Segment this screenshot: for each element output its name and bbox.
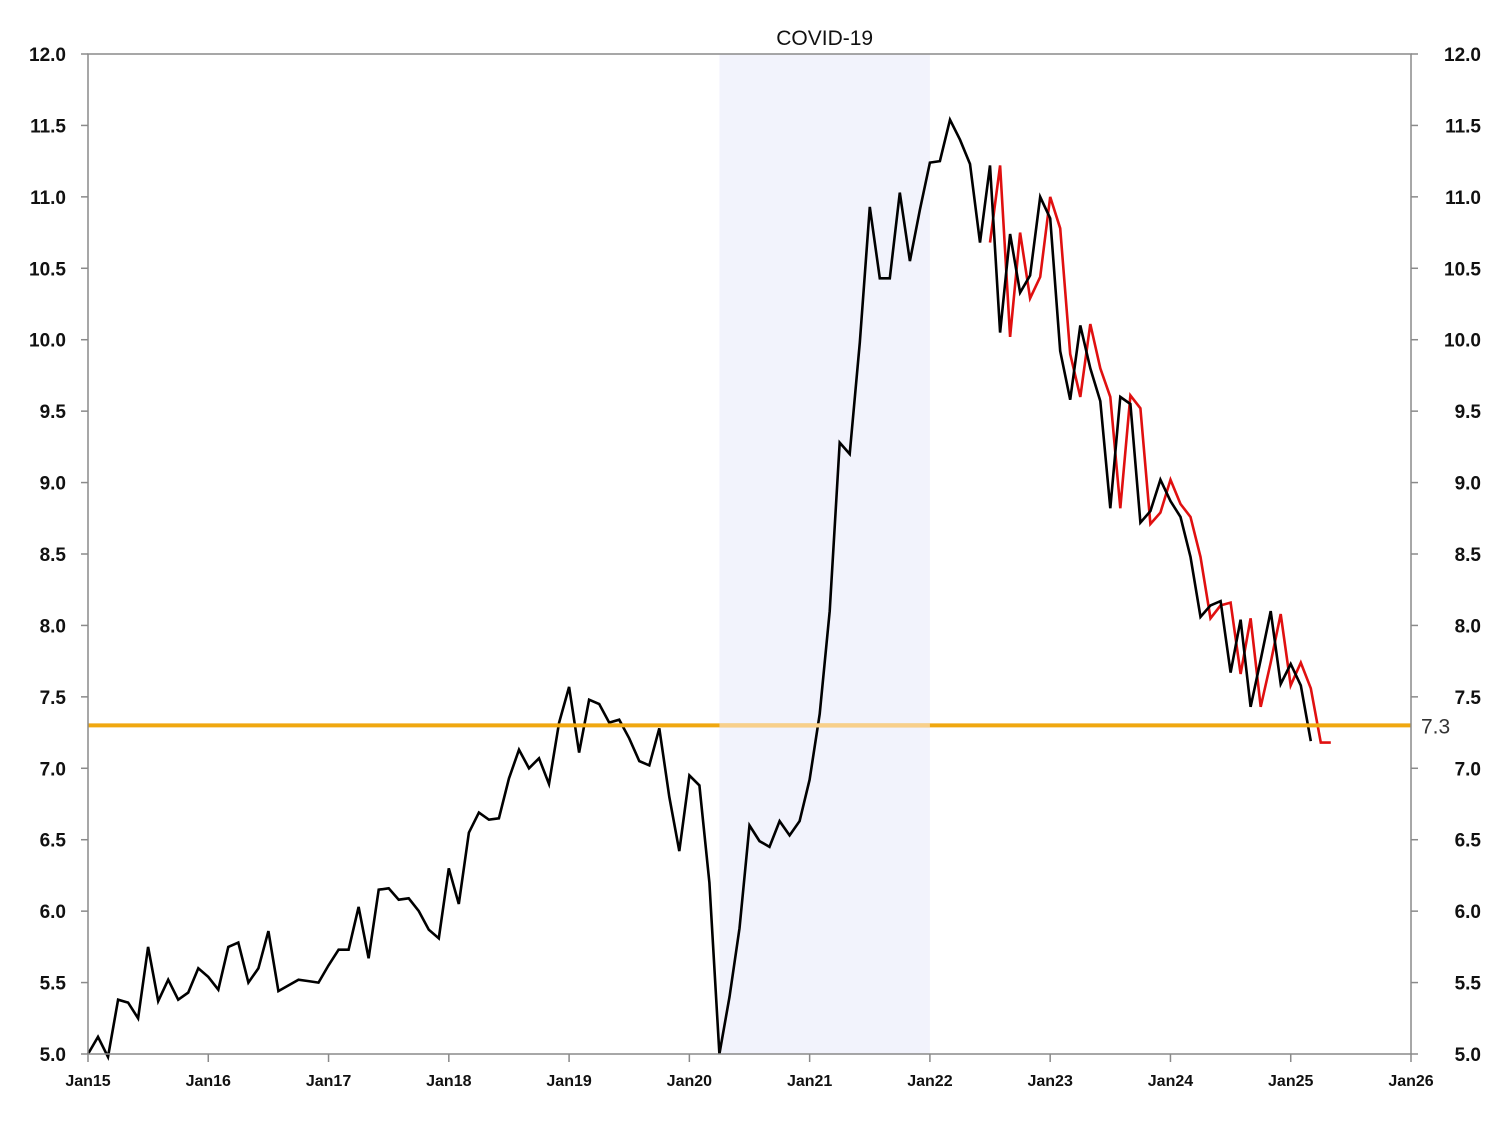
y-tick-label-left: 9.0 (40, 474, 66, 495)
y-tick-label-left: 5.5 (40, 974, 67, 995)
y-tick-label-left: 11.0 (30, 188, 66, 209)
x-tick-label: Jan18 (426, 1073, 471, 1090)
y-axis-right: 5.0 5.5 6.0 6.5 7.0 7.5 8.0 8.5 9.0 9.5 10.0 10.5 11… (1411, 45, 1481, 1066)
y-tick-label-left: 10.0 (29, 331, 66, 352)
x-tick-label: Jan15 (65, 1073, 110, 1090)
reference-line-label: 7.3 (1421, 715, 1450, 738)
y-tick-label-left: 5.0 (40, 1045, 66, 1066)
y-tick-label-right: 11.5 (1445, 116, 1481, 137)
y-tick-label-right: 8.5 (1455, 545, 1482, 566)
y-tick-label-right: 10.0 (1444, 331, 1481, 352)
y-tick-label-left: 8.5 (40, 545, 67, 566)
y-tick-label-right: 10.5 (1444, 259, 1481, 280)
shaded-period-label: COVID-19 (776, 27, 873, 50)
y-tick-label-right: 7.5 (1455, 688, 1482, 709)
x-tick-label: Jan19 (546, 1073, 591, 1090)
shaded-period (719, 54, 930, 1054)
x-tick-label: Jan24 (1148, 1073, 1193, 1090)
series-line-1 (86, 115, 1313, 1061)
y-tick-label-left: 8.0 (40, 616, 66, 637)
y-tick-label-right: 5.5 (1455, 974, 1482, 995)
y-tick-label-left: 7.0 (40, 759, 66, 780)
y-tick-label-left: 12.0 (29, 45, 66, 66)
x-tick-label: Jan17 (306, 1073, 351, 1090)
y-tick-label-right: 7.0 (1455, 759, 1481, 780)
series-line-2 (988, 165, 1331, 744)
y-tick-label-right: 6.5 (1455, 831, 1482, 852)
y-tick-label-right: 9.5 (1455, 402, 1482, 423)
x-tick-label: Jan26 (1388, 1073, 1433, 1090)
series-layer (86, 115, 1331, 1061)
x-axis: Jan15 Jan16 Jan17 Jan18 Jan19 Jan20 Jan21 Jan22… (65, 1054, 1434, 1090)
y-tick-label-left: 11.5 (30, 116, 66, 137)
y-axis-left: 5.0 5.5 6.0 6.5 7.0 7.5 8.0 8.5 9.0 9.5 10.0 10.5 11… (29, 45, 88, 1066)
y-tick-label-left: 6.0 (40, 902, 66, 923)
y-tick-label-right: 8.0 (1455, 616, 1481, 637)
y-tick-label-right: 11.0 (1445, 188, 1481, 209)
y-tick-label-left: 10.5 (29, 259, 66, 280)
y-tick-label-right: 6.0 (1455, 902, 1481, 923)
y-tick-label-left: 9.5 (40, 402, 67, 423)
y-tick-label-left: 7.5 (40, 688, 67, 709)
x-tick-label: Jan25 (1268, 1073, 1313, 1090)
y-tick-label-left: 6.5 (40, 831, 67, 852)
x-tick-label: Jan23 (1027, 1073, 1072, 1090)
x-tick-label: Jan20 (667, 1073, 712, 1090)
x-tick-label: Jan22 (907, 1073, 952, 1090)
x-tick-label: Jan16 (186, 1073, 231, 1090)
y-tick-label-right: 5.0 (1455, 1045, 1481, 1066)
x-tick-label: Jan21 (787, 1073, 832, 1090)
y-tick-label-right: 9.0 (1455, 474, 1481, 495)
y-tick-label-right: 12.0 (1444, 45, 1481, 66)
